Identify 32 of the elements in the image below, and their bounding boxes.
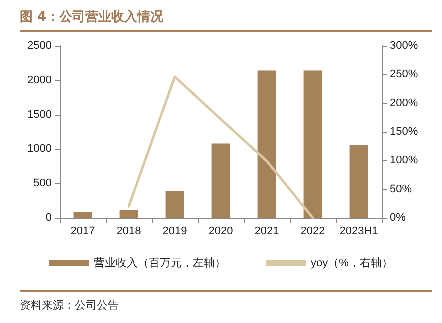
y2-tick-label: 250% [390, 68, 418, 81]
x-tick-label: 2022 [300, 226, 326, 238]
chart-title: 图 4：公司营业收入情况 [20, 6, 432, 32]
bar [258, 70, 276, 218]
y-tick-label: 2500 [28, 40, 52, 52]
x-tick-label: 2021 [254, 226, 280, 238]
x-tick-label: 2019 [162, 226, 188, 238]
bar [304, 70, 322, 218]
bar [120, 210, 138, 218]
bar [74, 212, 92, 218]
bar [166, 191, 184, 218]
legend-label: yoy（%，右轴） [311, 256, 393, 270]
y-tick-label: 1000 [28, 143, 52, 156]
y2-tick-label: 300% [390, 40, 418, 52]
y2-tick-label: 150% [390, 126, 418, 138]
x-tick-label: 2017 [70, 226, 96, 238]
y2-tick-label: 100% [390, 154, 418, 167]
y2-tick-label: 0% [390, 212, 406, 224]
y2-tick-label: 200% [390, 97, 418, 110]
y-tick-label: 0 [46, 212, 52, 224]
legend-label: 营业收入（百万元，左轴） [94, 256, 226, 270]
bar [212, 144, 230, 218]
x-tick-label: 2018 [116, 226, 142, 238]
line-series [128, 76, 314, 220]
y-tick-label: 500 [34, 178, 52, 190]
y-tick-label: 1500 [28, 108, 52, 121]
y-tick-label: 2000 [28, 74, 52, 86]
x-tick-label: 2020 [208, 226, 234, 238]
y2-tick-label: 50% [390, 183, 412, 196]
x-tick-label: 2023H1 [340, 226, 378, 238]
text: 资料来源：公司公告 [20, 290, 432, 313]
bar [350, 145, 368, 218]
